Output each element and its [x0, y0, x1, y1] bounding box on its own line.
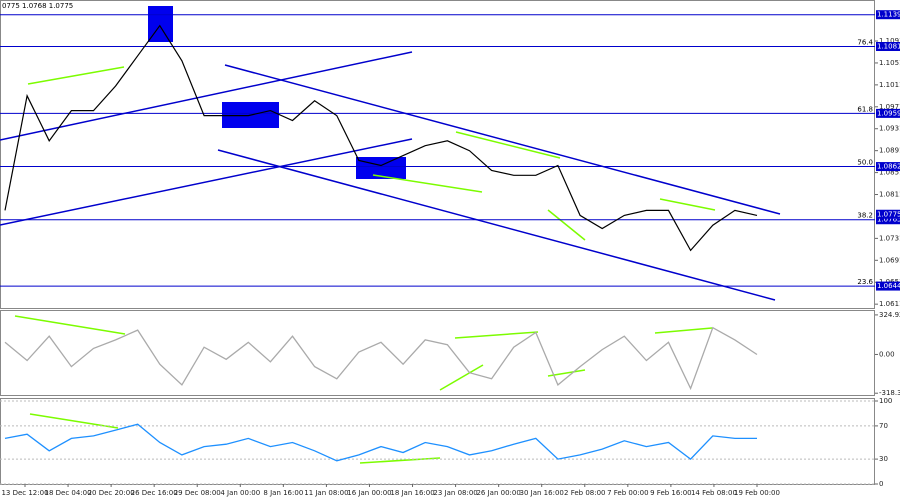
divergence — [547, 209, 586, 241]
x-tick-label: 9 Feb 16:00 — [650, 489, 691, 497]
price-label-bg — [876, 108, 900, 118]
y-tick-label: 30 — [879, 455, 888, 463]
price-label: 1.0644 — [877, 282, 900, 290]
y-tick-label: 0 — [879, 480, 883, 488]
x-tick-label: 20 Dec 20:00 — [88, 489, 135, 497]
main-panel — [0, 0, 875, 309]
price-label-bg — [876, 162, 900, 172]
x-tick-label: 4 Jan 00:00 — [220, 489, 260, 497]
divergence — [455, 131, 561, 159]
divergence — [14, 315, 126, 335]
divergence — [439, 364, 484, 391]
trend-line — [217, 149, 776, 301]
x-tick-label: 26 Jan 00:00 — [476, 489, 520, 497]
annotations — [0, 6, 781, 464]
divergence — [659, 198, 716, 211]
fib-label: 23.6 — [857, 278, 873, 286]
price-label: 1.1139 — [877, 11, 900, 19]
trend-line — [0, 51, 413, 141]
price-label-bg — [876, 281, 900, 291]
x-tick-label: 2 Feb 08:00 — [564, 489, 605, 497]
divergence-lines — [14, 66, 716, 464]
fib-label: 76.4 — [857, 39, 873, 47]
current-price-bg — [876, 209, 900, 219]
x-tick-label: 30 Jan 16:00 — [520, 489, 564, 497]
divergence — [359, 457, 441, 464]
series-line — [4, 423, 757, 462]
divergence — [29, 413, 119, 429]
y-tick-label: 100 — [879, 397, 892, 405]
x-tick-label: 13 Dec 12:00 — [1, 489, 48, 497]
y-tick-label: 324.9243 — [879, 311, 900, 319]
chart-title: 0775 1.0768 1.0775 — [2, 2, 73, 10]
price-label-bg — [876, 10, 900, 20]
x-tick-label: 18 Dec 04:00 — [45, 489, 92, 497]
fib-label: 38.2 — [857, 212, 873, 220]
divergence — [27, 66, 125, 85]
y-tick-label: -318.308 — [879, 389, 900, 397]
x-tick-label: 16 Jan 00:00 — [347, 489, 391, 497]
cci-panel — [0, 310, 875, 396]
price-label: 1.1081 — [877, 43, 900, 51]
price-label-bg — [876, 42, 900, 52]
series-line — [4, 326, 758, 391]
x-tick-label: 11 Jan 08:00 — [304, 489, 348, 497]
x-tick-label: 29 Dec 08:00 — [174, 489, 221, 497]
price-label: 1.0765 — [877, 216, 900, 224]
fib-label: 61.8 — [857, 105, 873, 113]
price-label: 1.0959 — [877, 109, 900, 117]
price-label-bg — [876, 215, 900, 225]
divergence — [654, 327, 713, 334]
divergence — [454, 331, 539, 339]
y-tick-label: 0.00 — [879, 350, 895, 358]
x-tick-label: 7 Feb 00:00 — [607, 489, 648, 497]
x-tick-label: 8 Jan 16:00 — [263, 489, 303, 497]
trend-line — [224, 64, 781, 215]
panels — [0, 0, 875, 485]
series-line — [4, 24, 758, 252]
trend-line — [0, 138, 413, 226]
x-tick-label: 26 Dec 16:00 — [131, 489, 178, 497]
x-tick-label: 14 Feb 08:00 — [691, 489, 737, 497]
current-price: 1.0775 — [877, 210, 900, 218]
rsi-panel — [0, 398, 875, 485]
x-tick-label: 18 Jan 16:00 — [390, 489, 434, 497]
x-tick-label: 19 Feb 00:00 — [734, 489, 780, 497]
divergence — [372, 174, 483, 193]
y-tick-label: 70 — [879, 422, 888, 430]
fib-label: 50.0 — [857, 159, 873, 167]
x-tick-label: 23 Jan 08:00 — [433, 489, 477, 497]
price-label: 1.0862 — [877, 163, 900, 171]
